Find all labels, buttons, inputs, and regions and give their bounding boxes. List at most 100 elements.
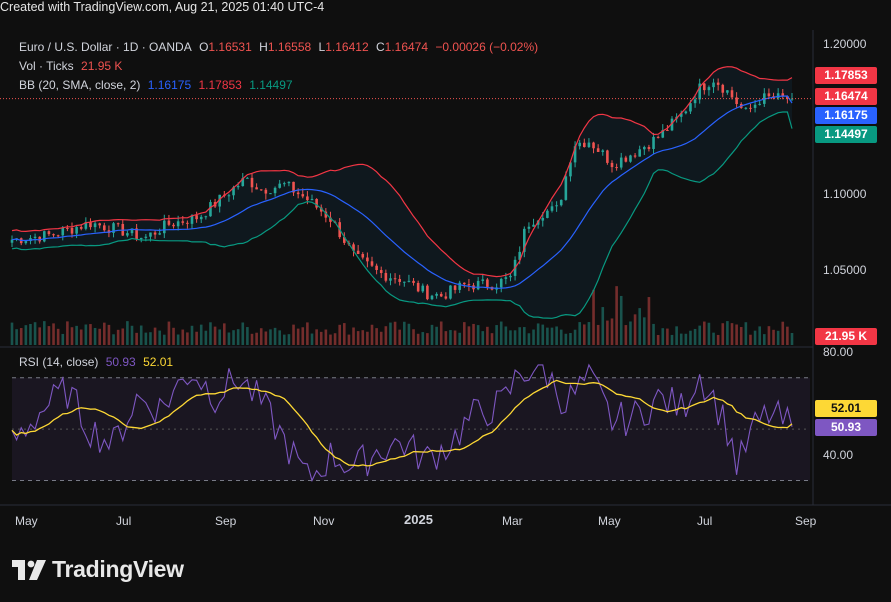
volume-bar xyxy=(490,333,494,345)
volume-bar xyxy=(615,286,618,345)
volume-bar xyxy=(283,334,286,345)
candle xyxy=(264,189,268,194)
candle xyxy=(158,233,161,235)
candle xyxy=(375,265,378,271)
volume-bar xyxy=(564,333,568,345)
volume-bar xyxy=(495,325,498,345)
volume-bar xyxy=(315,329,318,345)
candle xyxy=(670,118,674,131)
volume-bar xyxy=(79,329,83,345)
candle xyxy=(186,222,189,224)
candle xyxy=(324,211,328,218)
volume-bar xyxy=(195,331,198,345)
time-tick-may-2025: May xyxy=(598,514,621,528)
candle xyxy=(384,273,388,281)
candle xyxy=(559,199,563,206)
volume-bar xyxy=(273,327,277,345)
top-caption: Created with TradingView.com, Aug 21, 20… xyxy=(0,0,325,14)
volume-bar xyxy=(486,326,489,345)
volume-bar xyxy=(144,332,148,345)
volume-bar xyxy=(329,334,332,345)
volume-bar xyxy=(735,324,738,345)
volume-legend: Vol · Ticks 21.95 K xyxy=(19,59,126,73)
volume-bar xyxy=(93,327,97,345)
rsi-ma-price-label: 52.01 xyxy=(815,400,877,417)
volume-bar xyxy=(236,329,240,345)
volume-bar xyxy=(638,308,641,345)
candle xyxy=(767,93,771,97)
volume-legend-label[interactable]: Vol · Ticks xyxy=(19,59,74,73)
bb-legend-label[interactable]: BB (20, SMA, close, 2) xyxy=(19,78,141,92)
candle xyxy=(163,220,166,234)
time-tick-may: May xyxy=(15,514,38,528)
candle xyxy=(250,177,254,188)
tradingview-brand[interactable]: TradingView xyxy=(12,556,184,583)
candle xyxy=(135,228,138,240)
volume-bar xyxy=(753,330,757,345)
legend-symbol[interactable]: Euro / U.S. Dollar · 1D · OANDA xyxy=(19,40,192,54)
candle xyxy=(227,195,231,197)
volume-bar xyxy=(366,331,369,345)
candle xyxy=(421,285,425,292)
volume-bar xyxy=(75,325,78,345)
volume-bar xyxy=(218,329,221,345)
volume-bar xyxy=(407,323,411,345)
volume-bar xyxy=(403,321,406,345)
candle xyxy=(296,192,300,195)
candle xyxy=(555,205,558,207)
candle xyxy=(458,282,461,290)
candle xyxy=(255,187,258,190)
candle xyxy=(453,285,457,290)
candle xyxy=(126,233,129,236)
volume-bar xyxy=(352,327,355,345)
volume-bar xyxy=(504,326,508,345)
volume-bar xyxy=(250,333,254,345)
volume-bar xyxy=(343,323,346,345)
volume-bar xyxy=(712,332,715,345)
candle xyxy=(356,250,360,255)
candle xyxy=(43,231,46,242)
volume-bar xyxy=(776,330,780,345)
legend-open: 1.16531 xyxy=(208,40,252,54)
volume-bar xyxy=(52,323,55,345)
volume-bar xyxy=(786,326,789,345)
volume-bar xyxy=(389,322,392,345)
volume-bar xyxy=(135,332,138,345)
volume-bar xyxy=(430,324,434,345)
volume-bar xyxy=(255,332,258,345)
volume-bar xyxy=(10,322,14,345)
volume-bar xyxy=(624,325,628,345)
volume-bar xyxy=(693,328,697,345)
volume-bar xyxy=(38,327,41,345)
volume-bar xyxy=(689,330,692,345)
candle xyxy=(273,187,277,194)
volume-bar xyxy=(573,329,577,345)
time-tick-mar: Mar xyxy=(502,514,523,528)
volume-bar xyxy=(536,323,540,345)
candle xyxy=(786,96,789,99)
candle xyxy=(527,226,531,229)
volume-bar xyxy=(176,334,180,345)
candle xyxy=(693,99,697,104)
legend-close: 1.16474 xyxy=(384,40,429,54)
candle xyxy=(684,111,688,114)
candle xyxy=(481,279,485,281)
volume-bar xyxy=(527,333,531,345)
volume-bar xyxy=(458,332,461,345)
volume-bar xyxy=(167,321,171,345)
candle xyxy=(292,181,295,193)
volume-bar xyxy=(698,325,701,345)
bb-band-fill xyxy=(12,66,792,319)
candle xyxy=(564,176,568,200)
volume-bar xyxy=(758,326,761,345)
candle xyxy=(726,90,729,93)
candle xyxy=(698,83,701,100)
candle xyxy=(93,223,97,228)
tradingview-wordmark: TradingView xyxy=(52,556,184,582)
candle xyxy=(361,254,365,258)
volume-bar xyxy=(213,326,217,345)
volume-bar xyxy=(643,317,646,345)
rsi-legend-label[interactable]: RSI (14, close) xyxy=(19,355,99,369)
bb-lower-price-label: 1.14497 xyxy=(815,126,877,143)
